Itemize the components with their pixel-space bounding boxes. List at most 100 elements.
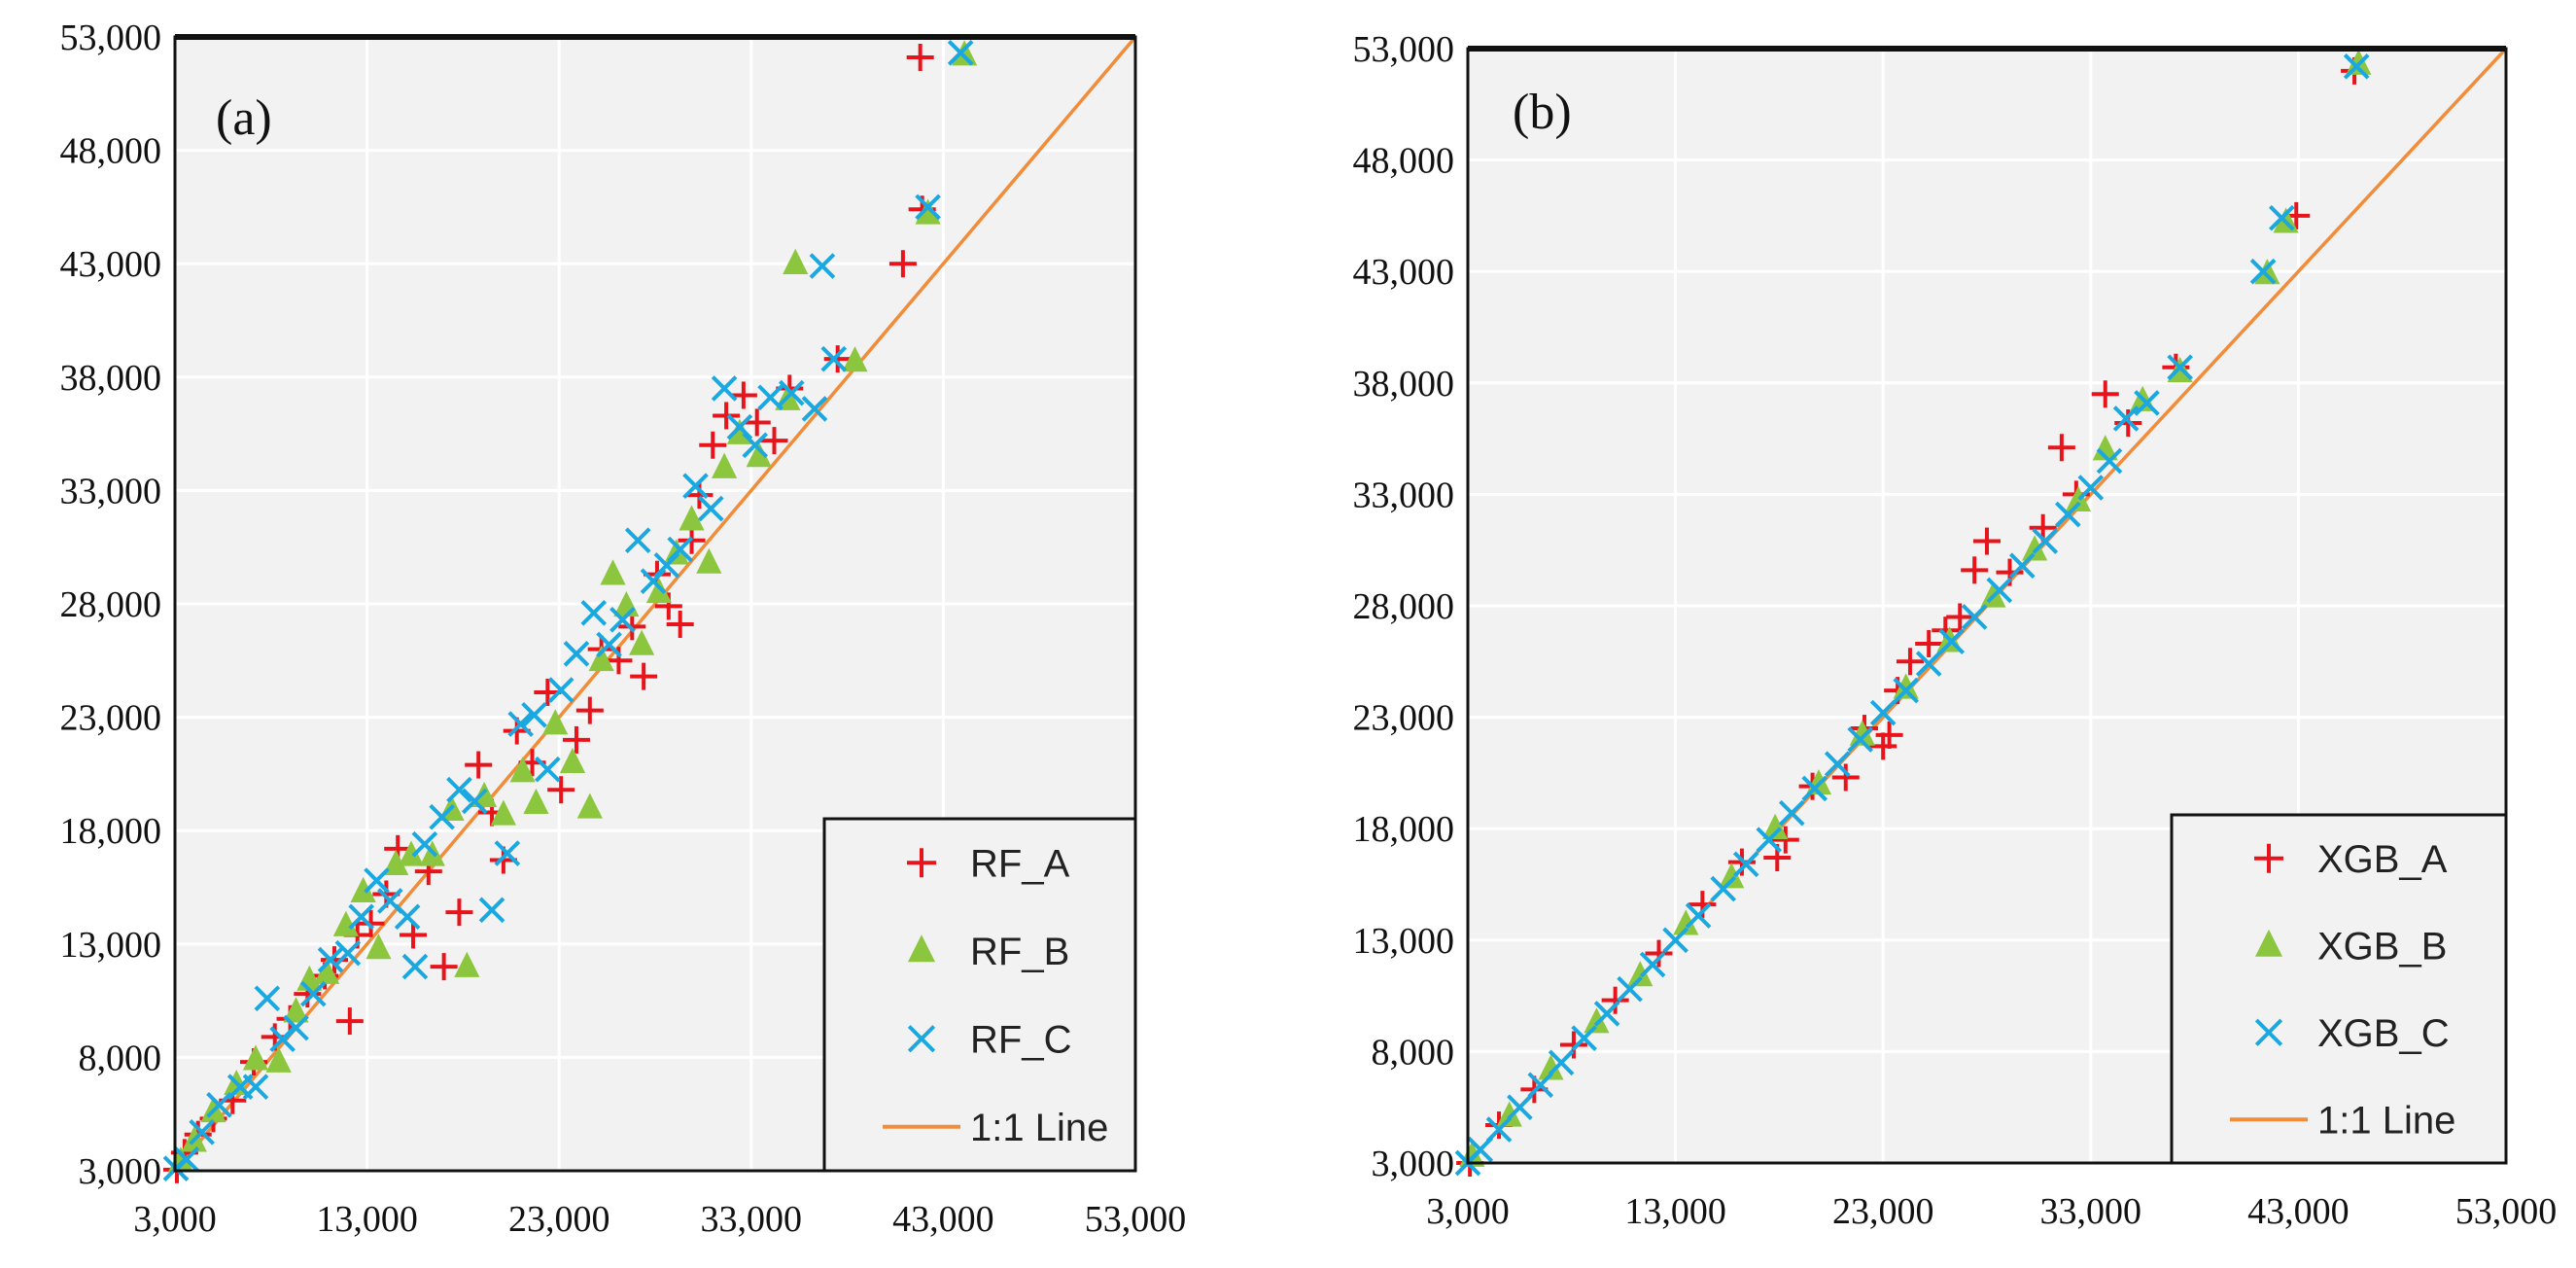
data-point — [465, 751, 493, 779]
data-point — [952, 40, 978, 66]
data-point — [2254, 259, 2280, 285]
legend-label: RF_C — [970, 1018, 1071, 1061]
data-point — [547, 677, 574, 703]
legend-marker — [907, 848, 936, 878]
y-tick-label: 23,000 — [1353, 698, 1455, 739]
data-point — [1639, 951, 1666, 978]
data-point — [242, 1074, 269, 1101]
x-tick-label: 3,000 — [1426, 1191, 1510, 1232]
x-tick-label: 43,000 — [892, 1199, 994, 1240]
y-tick-label: 43,000 — [60, 244, 162, 285]
data-point — [1467, 1136, 1494, 1163]
data-point — [283, 1014, 309, 1041]
data-point — [1831, 763, 1860, 792]
legend-marker — [2254, 843, 2283, 873]
legend-marker — [2254, 929, 2283, 957]
data-point — [682, 473, 709, 500]
data-point — [562, 725, 590, 754]
data-point — [699, 431, 727, 459]
data-point — [2096, 447, 2123, 475]
data-point — [2047, 434, 2075, 462]
data-point — [915, 194, 941, 221]
data-point — [600, 559, 626, 585]
y-tick-label: 43,000 — [1353, 252, 1455, 293]
data-point — [1869, 699, 1897, 726]
data-point — [173, 1146, 200, 1173]
data-point — [563, 640, 590, 667]
data-point — [618, 613, 646, 641]
data-point — [697, 495, 724, 522]
data-point — [1732, 851, 1759, 878]
data-point — [1915, 651, 1942, 677]
data-point — [823, 345, 852, 373]
legend-label: 1:1 Line — [2317, 1099, 2455, 1142]
data-point — [401, 953, 429, 980]
legend-label: XGB_C — [2317, 1012, 2450, 1055]
y-tick-label: 23,000 — [60, 698, 162, 739]
data-point — [357, 909, 385, 937]
data-point — [630, 662, 658, 690]
data-point — [1601, 986, 1629, 1014]
x-tick-label: 23,000 — [1832, 1191, 1934, 1232]
data-point — [726, 413, 753, 440]
data-point — [1559, 1031, 1587, 1059]
legend-marker — [907, 934, 936, 963]
data-point — [478, 897, 505, 924]
y-tick-label: 33,000 — [1353, 475, 1455, 515]
data-point — [1961, 604, 1988, 630]
data-point — [783, 248, 809, 274]
data-point — [809, 253, 836, 279]
data-point — [588, 645, 614, 672]
data-point — [711, 375, 738, 402]
data-point — [1896, 648, 1924, 676]
y-tick-label: 3,000 — [1372, 1144, 1455, 1184]
data-point — [1869, 732, 1897, 760]
legend-label: RF_A — [970, 842, 1070, 885]
data-point — [364, 867, 390, 894]
data-point — [242, 1044, 269, 1071]
data-point — [1593, 1001, 1620, 1027]
y-tick-label: 13,000 — [60, 925, 162, 966]
series-rf-c — [162, 40, 974, 1181]
legend-box — [2170, 813, 2508, 1165]
y-tick-label: 33,000 — [60, 471, 162, 511]
data-point — [445, 898, 473, 927]
data-point — [1662, 927, 1688, 954]
data-point — [2032, 528, 2059, 554]
data-point — [314, 958, 340, 984]
data-point — [605, 647, 633, 675]
data-point — [254, 985, 281, 1012]
data-point — [1584, 1007, 1610, 1034]
data-point — [1571, 1025, 1597, 1051]
data-point — [1847, 726, 1874, 753]
data-point — [947, 40, 974, 66]
data-point — [394, 903, 421, 931]
data-point — [1771, 826, 1799, 854]
x-tick-label: 53,000 — [1085, 1199, 1187, 1240]
y-tick-label: 18,000 — [60, 811, 162, 852]
data-point — [335, 1007, 364, 1036]
legend-label: XGB_B — [2317, 925, 2447, 968]
data-point — [743, 408, 771, 437]
data-point — [521, 701, 547, 728]
data-point — [559, 747, 586, 774]
legend-label: RF_B — [970, 931, 1069, 973]
x-tick-label: 23,000 — [508, 1199, 610, 1240]
data-point — [1617, 975, 1643, 1003]
data-point — [2091, 380, 2119, 408]
data-point — [1778, 799, 1805, 827]
data-point — [2077, 475, 2105, 501]
x-tick-label: 43,000 — [2247, 1191, 2350, 1232]
data-point — [2343, 53, 2370, 80]
data-point — [696, 547, 722, 574]
data-point — [2022, 535, 2048, 561]
x-tick-label: 33,000 — [701, 1199, 803, 1240]
data-point — [317, 946, 344, 973]
data-point — [629, 629, 655, 655]
data-point — [429, 803, 455, 830]
data-point — [383, 849, 409, 875]
data-point — [1527, 1072, 1554, 1099]
data-point — [685, 481, 714, 510]
data-point — [2092, 435, 2118, 461]
data-point — [760, 427, 788, 455]
